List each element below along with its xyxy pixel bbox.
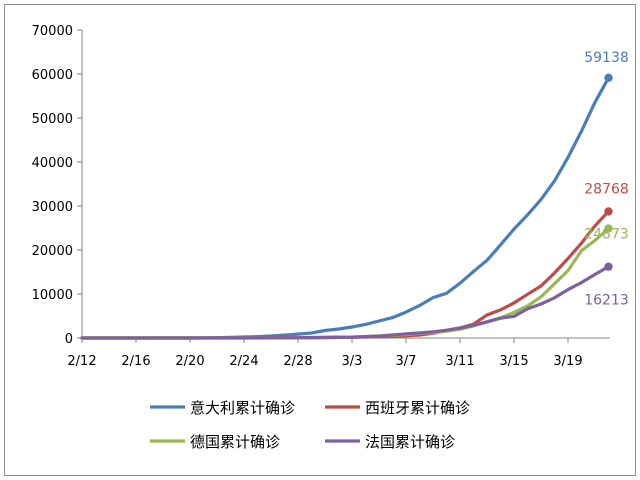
series-line-4	[80, 265, 611, 340]
y-tick-label: 10000	[32, 288, 73, 303]
chart-frame	[4, 4, 636, 476]
legend-label-2: 西班牙累计确诊	[365, 399, 470, 417]
x-tick-label: 3/7	[396, 354, 417, 369]
series-end-label-3: 24873	[584, 227, 629, 243]
x-tick-label: 2/16	[121, 354, 150, 369]
series-end-marker-3	[604, 224, 613, 233]
x-tick-label: 3/3	[342, 354, 363, 369]
legend-label-4: 法国累计确诊	[365, 433, 455, 451]
y-tick-label: 40000	[32, 156, 73, 171]
y-tick-label: 20000	[32, 244, 73, 259]
series-end-label-4: 16213	[584, 293, 629, 309]
x-tick-label: 2/28	[283, 354, 312, 369]
x-tick-label: 3/11	[445, 354, 474, 369]
end-labels: 59138 28768 24873 16213	[584, 50, 629, 309]
series-lines	[80, 73, 613, 340]
x-axis-ticks: 2/12 2/16 2/20 2/24 2/28 3/3 3/7 3/11 3/15 3/19	[67, 338, 583, 369]
legend-label-1: 意大利累计确诊	[190, 399, 295, 417]
series-end-label-2: 28768	[584, 181, 629, 197]
y-tick-label: 70000	[32, 24, 73, 39]
y-tick-label: 30000	[32, 200, 73, 215]
x-tick-label: 3/15	[499, 354, 528, 369]
series-end-marker-2	[604, 207, 613, 216]
y-tick-label: 60000	[32, 68, 73, 83]
series-end-marker-1	[604, 73, 613, 82]
legend-label-3: 德国累计确诊	[190, 433, 280, 451]
y-tick-label: 50000	[32, 112, 73, 127]
y-axis-ticks: 0 10000 20000 30000 40000 50000 60000 70000	[32, 24, 82, 347]
x-tick-label: 3/19	[553, 354, 582, 369]
series-end-label-1: 59138	[584, 50, 629, 66]
y-tick-label: 0	[65, 332, 73, 347]
series-end-marker-4	[604, 262, 613, 271]
x-tick-label: 2/20	[175, 354, 204, 369]
x-tick-label: 2/24	[229, 354, 258, 369]
x-tick-label: 2/12	[67, 354, 96, 369]
